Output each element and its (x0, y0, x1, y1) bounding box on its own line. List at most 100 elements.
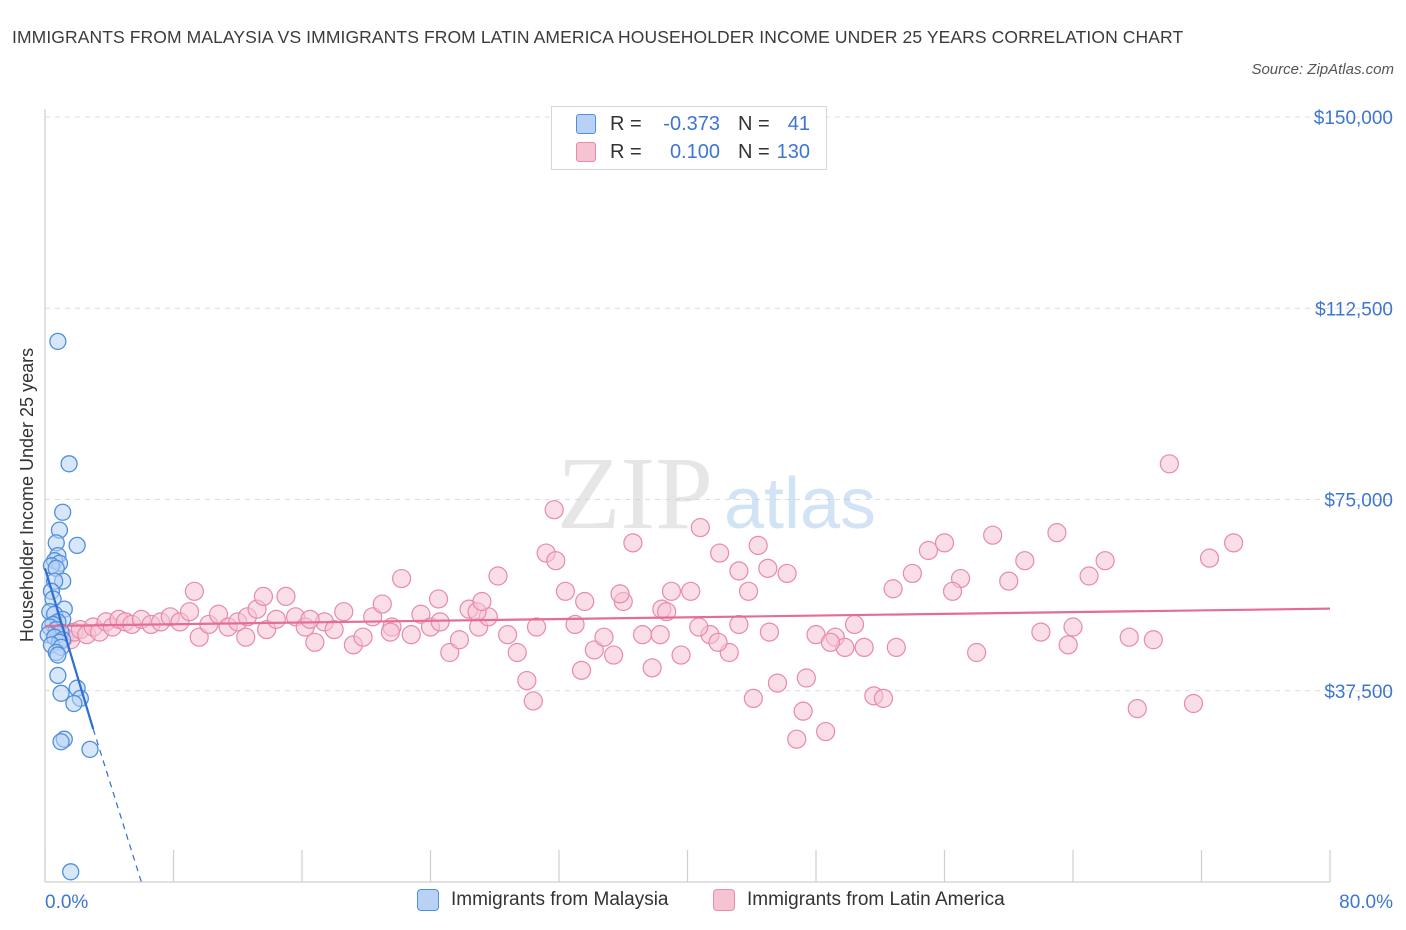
latin-point (883, 579, 903, 599)
watermark-zip: ZIP (557, 436, 713, 551)
latin-point (1079, 566, 1099, 586)
latin-point (759, 622, 780, 642)
latin-point (498, 625, 518, 645)
y-axis-label: Householder Income Under 25 years (17, 348, 37, 642)
latin-point (650, 625, 670, 645)
latin-point (380, 622, 400, 642)
latin-point (623, 533, 643, 553)
latin-point (657, 602, 677, 622)
latin-point (372, 594, 392, 614)
latin-point (584, 640, 604, 660)
latin-america-points (54, 454, 1244, 749)
latin-point (886, 637, 906, 658)
latin-point (1047, 523, 1067, 543)
latin-point (983, 525, 1003, 545)
latin-point (604, 645, 624, 665)
latin-point (1159, 454, 1179, 474)
malaysia-point (68, 536, 86, 555)
latin-point (189, 627, 209, 647)
n-value: 130 (776, 140, 810, 163)
latin-point (767, 673, 788, 693)
n-label: N = (738, 112, 770, 135)
latin-point (1119, 627, 1139, 647)
latin-point (844, 614, 865, 635)
malaysia-point (52, 733, 70, 751)
latin-point (236, 627, 256, 647)
latin-point (571, 660, 592, 680)
malaysia-point (81, 740, 99, 759)
legend-item-latin[interactable]: Immigrants from Latin America (713, 889, 1005, 911)
latin-point (1015, 551, 1035, 571)
latin-point (488, 566, 508, 586)
latin-point (300, 609, 320, 629)
latin-point (401, 625, 421, 645)
latin-point (942, 581, 963, 601)
malaysia-trend-line (43, 568, 95, 730)
y-tick-label: $112,500 (1315, 299, 1393, 320)
latin-point (661, 581, 682, 601)
latin-point (555, 581, 576, 601)
malaysia-point (54, 503, 72, 521)
malaysia-legend-swatch (417, 889, 439, 911)
chart-title: IMMIGRANTS FROM MALAYSIA VS IMMIGRANTS F… (12, 27, 1184, 47)
latin-point (1031, 622, 1051, 642)
r-value: 0.100 (669, 140, 720, 163)
latin-point (820, 632, 841, 652)
malaysia-point (52, 684, 70, 702)
latin-point (507, 642, 527, 663)
latin-point (594, 627, 614, 647)
legend-item-malaysia[interactable]: Immigrants from Malaysia (417, 889, 669, 911)
watermark-atlas: atlas (724, 464, 876, 544)
latin-point (738, 581, 759, 601)
malaysia-point (49, 666, 67, 685)
latin-point (610, 584, 630, 604)
latin-point (428, 589, 449, 609)
latin-point (710, 543, 730, 563)
latin-point (999, 571, 1019, 591)
latin-point (544, 500, 564, 520)
series-legend: Immigrants from Malaysia Immigrants from… (0, 889, 1406, 915)
latin-point (758, 558, 778, 578)
axis-labels: $37,500 $75,000 $112,500 $150,000 0.0% 80.0% H… (17, 108, 1393, 913)
trend-lines (43, 568, 1331, 883)
latin-point (743, 688, 763, 709)
latin-point (708, 632, 728, 652)
latin-point (632, 625, 653, 645)
r-label: R = (610, 112, 642, 135)
latin-point (796, 668, 816, 688)
latin-point (411, 604, 431, 624)
n-label: N = (738, 140, 770, 163)
malaysia-point (62, 863, 80, 881)
latin-point (1224, 533, 1244, 553)
latin-point (690, 517, 710, 538)
legend-row-latin: R = 0.100 N = 130 (576, 140, 810, 164)
latin-point (324, 619, 344, 640)
malaysia-trend-extension (92, 728, 142, 883)
y-tick-label: $37,500 (1324, 682, 1393, 703)
legend-row-malaysia: R = -0.373 N = 41 (576, 112, 810, 136)
latin-point (967, 642, 987, 663)
latin-point (334, 602, 354, 622)
malaysia-swatch (576, 114, 596, 134)
latin-point (253, 586, 274, 607)
latin-point (546, 551, 566, 571)
latin-swatch (576, 142, 596, 162)
legend-label-malaysia: Immigrants from Malaysia (451, 889, 669, 910)
latin-point (523, 691, 543, 711)
latin-point (184, 581, 204, 601)
correlation-legend: R = -0.373 N = 41 R = 0.100 N = 130 (551, 106, 827, 170)
latin-point (748, 535, 768, 556)
latin-point (1183, 693, 1204, 714)
malaysia-point (60, 455, 78, 473)
latin-point (430, 612, 450, 632)
chart-source: Source: ZipAtlas.com (1251, 61, 1394, 78)
latin-legend-swatch (713, 889, 735, 911)
y-tick-label: $75,000 (1324, 491, 1393, 512)
r-value: -0.373 (663, 112, 720, 135)
latin-point (575, 591, 595, 612)
malaysia-points (39, 332, 99, 881)
latin-point (276, 586, 296, 607)
latin-point (918, 540, 939, 561)
latin-point (793, 701, 813, 721)
